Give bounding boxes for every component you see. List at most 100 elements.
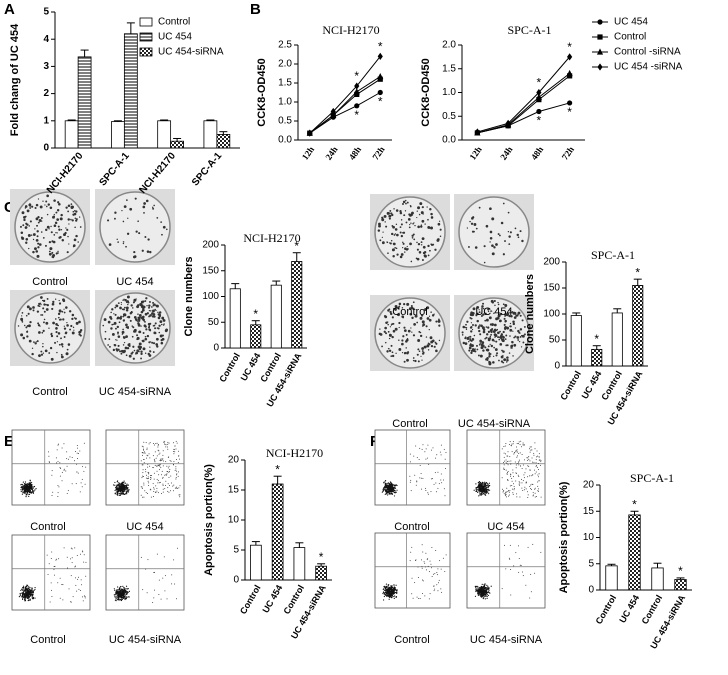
event [432, 576, 433, 577]
event [178, 471, 179, 472]
colony [137, 317, 139, 319]
event [22, 486, 23, 487]
colony [115, 328, 117, 330]
event [523, 575, 524, 576]
colony [30, 308, 31, 309]
colony [152, 208, 154, 210]
colony [158, 325, 160, 327]
event [163, 477, 164, 478]
colony [417, 206, 420, 209]
colony [153, 205, 155, 207]
event [21, 491, 22, 492]
colony [518, 312, 521, 315]
event [146, 442, 147, 443]
colony [142, 340, 144, 342]
event [22, 587, 23, 588]
event [77, 458, 78, 459]
event [390, 485, 391, 486]
event [422, 544, 423, 545]
flow-plot [12, 430, 90, 505]
event [528, 456, 529, 457]
colony [405, 210, 406, 211]
event [51, 590, 52, 591]
event [144, 490, 145, 491]
colony [384, 215, 387, 218]
event [515, 552, 516, 553]
x-tick-label: 48h [529, 145, 545, 162]
event [68, 588, 69, 589]
event [157, 446, 158, 447]
event [168, 477, 169, 478]
event [484, 483, 485, 484]
event [85, 484, 86, 485]
event [436, 572, 437, 573]
colony [429, 250, 431, 252]
colony [121, 210, 122, 211]
y-tick-label: 20 [228, 455, 240, 466]
event [121, 493, 122, 494]
event [73, 596, 74, 597]
colony [506, 356, 509, 359]
colony [417, 226, 420, 229]
event [121, 590, 122, 591]
point [377, 73, 383, 79]
event [54, 566, 55, 567]
event [173, 559, 174, 560]
colony [149, 330, 151, 332]
event [422, 444, 423, 445]
event [126, 491, 127, 492]
colony [396, 254, 398, 256]
event [411, 593, 412, 594]
event [522, 468, 523, 469]
colony [497, 336, 499, 338]
bar [316, 566, 327, 580]
event [513, 476, 514, 477]
colony [156, 345, 158, 347]
colony [520, 315, 522, 317]
event [507, 461, 508, 462]
y-tick-label: 100 [543, 309, 560, 320]
event [533, 453, 534, 454]
event [489, 490, 490, 491]
colony [153, 351, 155, 353]
colony [42, 201, 43, 202]
event [75, 577, 76, 578]
event [157, 479, 158, 480]
y-tick-label: 200 [202, 240, 219, 251]
y-tick-label: 1.5 [442, 63, 456, 74]
colony [400, 231, 402, 233]
event [444, 488, 445, 489]
event [527, 476, 528, 477]
event [173, 490, 174, 491]
event [437, 574, 438, 575]
legend-label: Control [614, 32, 646, 43]
event [525, 585, 526, 586]
event [487, 487, 488, 488]
colony [118, 302, 120, 304]
colony [59, 302, 61, 304]
y-tick-label: 0 [588, 585, 594, 596]
event [485, 598, 486, 599]
event [533, 455, 534, 456]
colony [21, 236, 23, 238]
event [169, 485, 170, 486]
event [539, 473, 540, 474]
colony [77, 241, 79, 243]
colony [510, 231, 512, 233]
colony [155, 322, 157, 324]
y-tick-label: 150 [543, 283, 560, 294]
bar [592, 349, 602, 366]
colony [412, 237, 414, 239]
colony [38, 222, 40, 224]
colony [495, 341, 497, 343]
event [117, 589, 118, 590]
colony [517, 339, 519, 341]
colony [435, 350, 438, 353]
event [146, 475, 147, 476]
event [480, 490, 481, 491]
colony [413, 239, 415, 241]
event [415, 445, 416, 446]
event [28, 590, 29, 591]
event [509, 444, 510, 445]
colony [143, 306, 146, 309]
